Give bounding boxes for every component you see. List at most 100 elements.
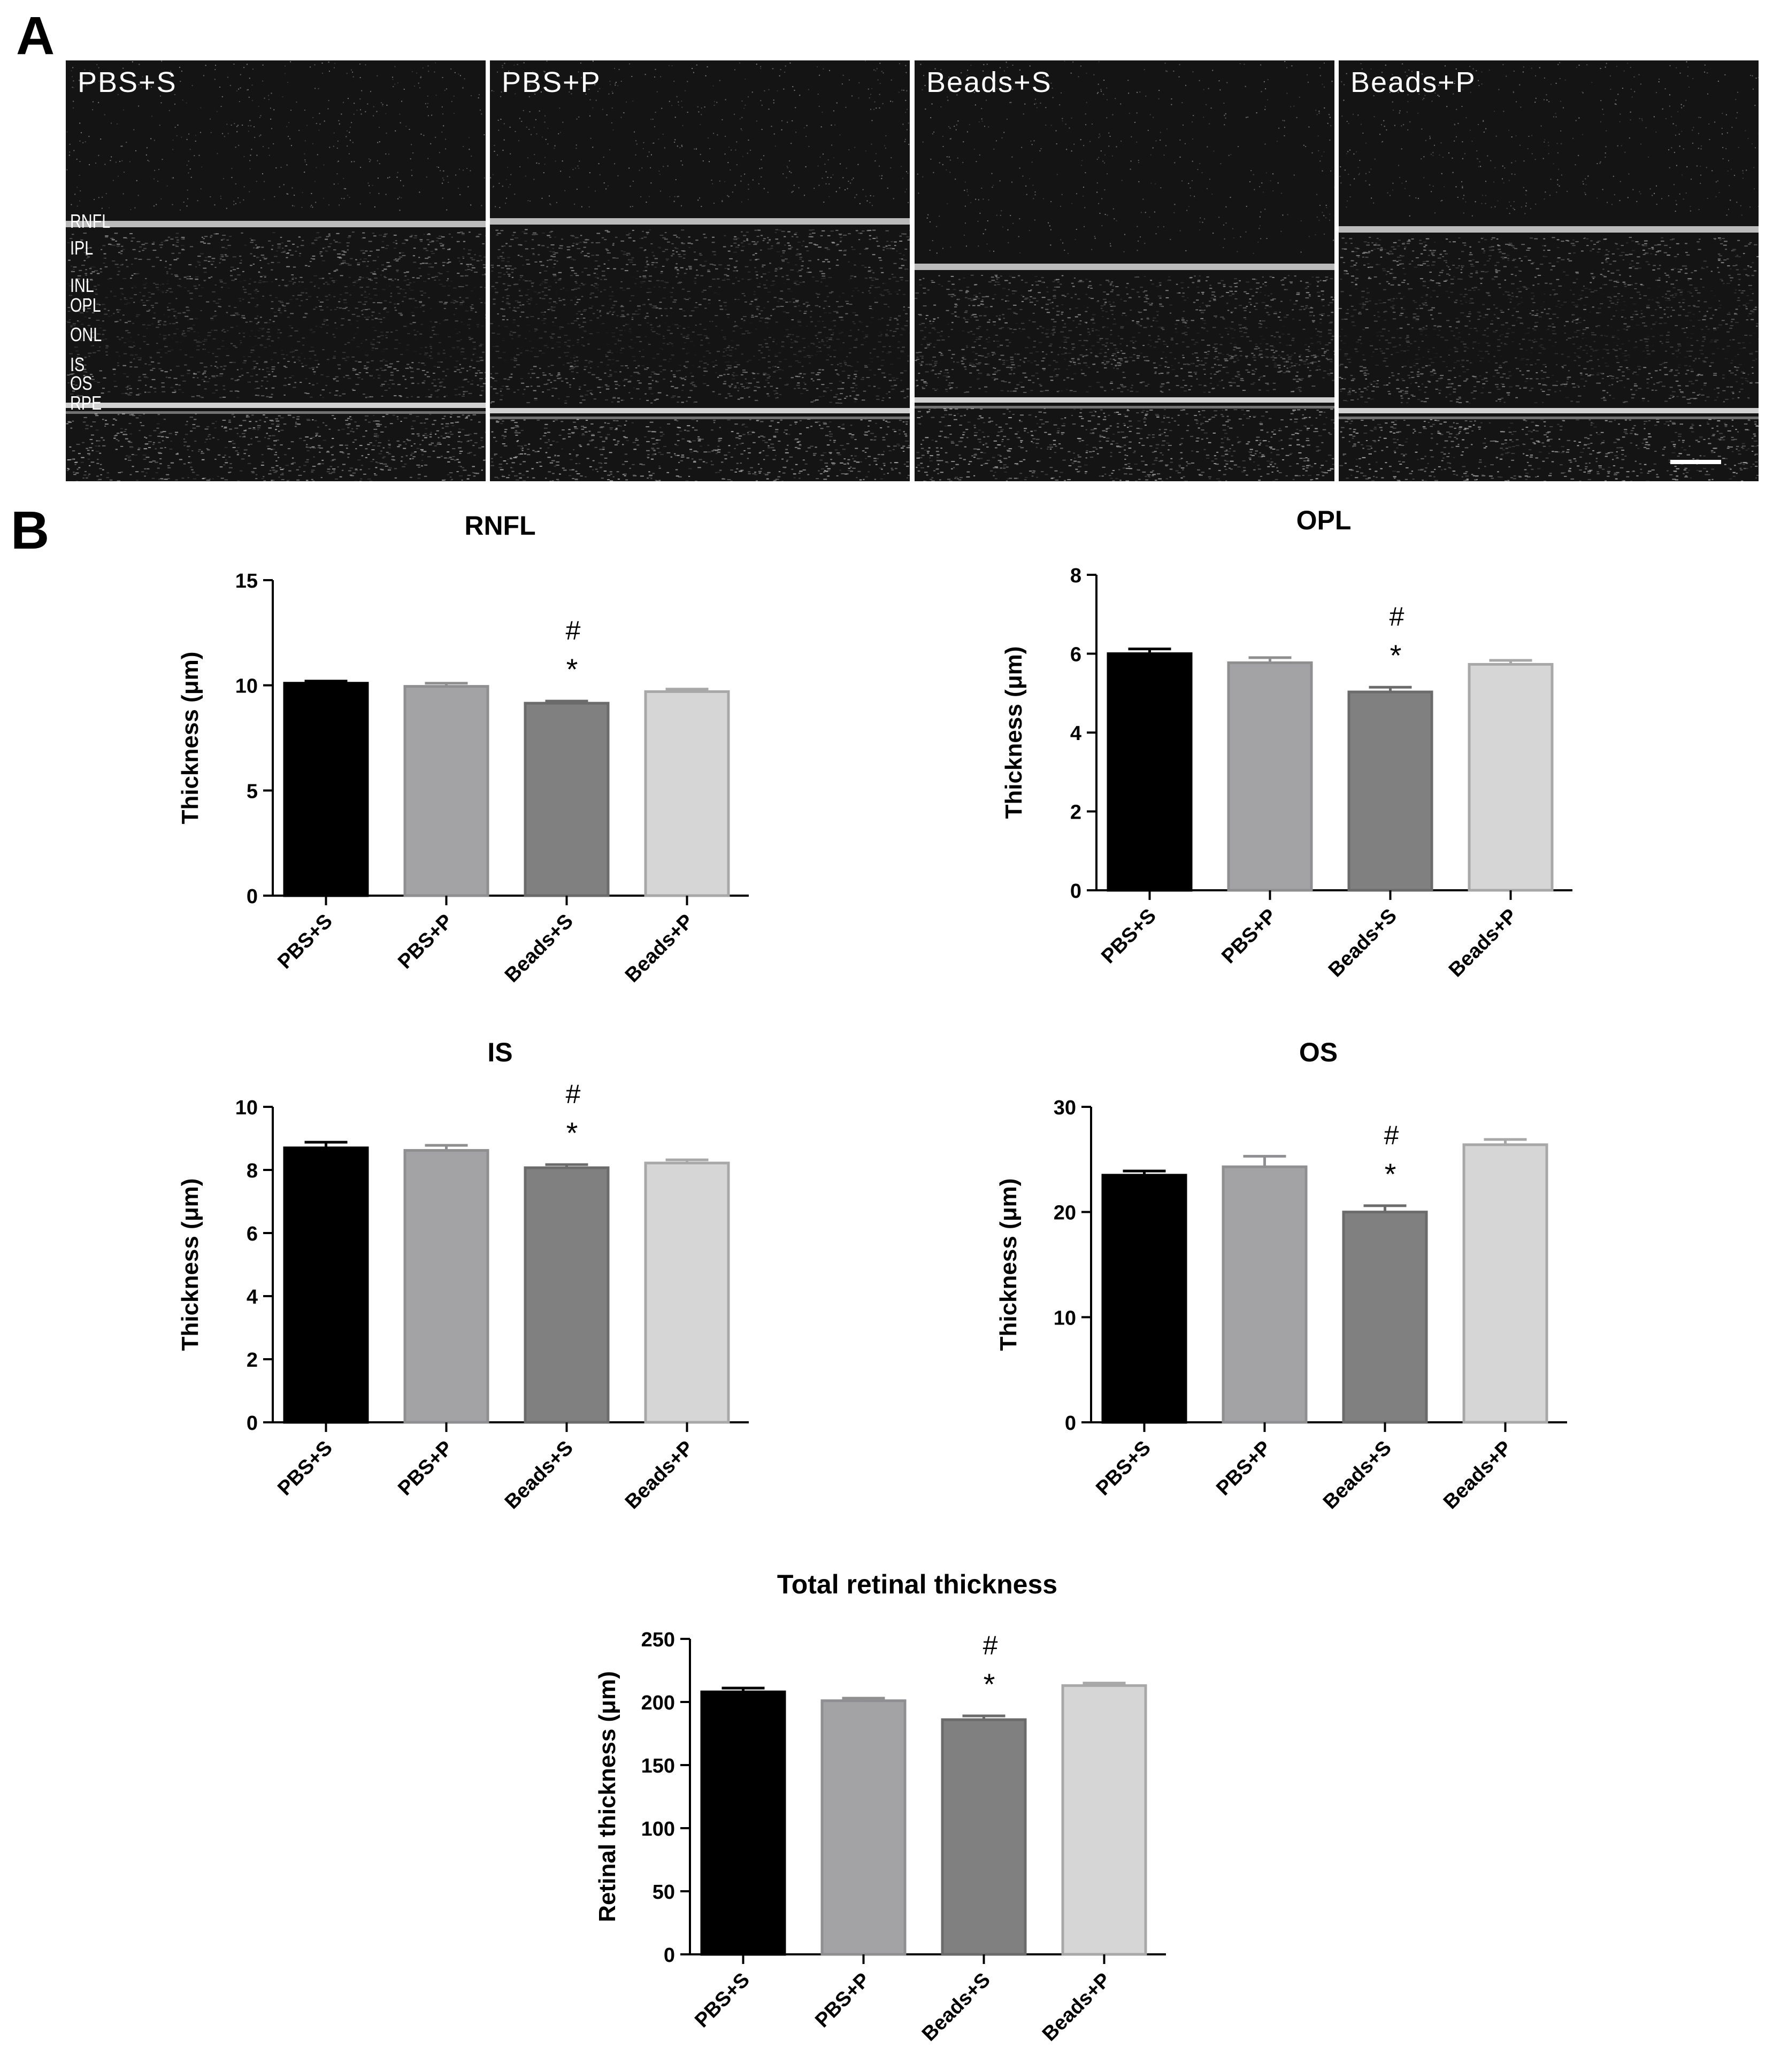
y-tick-label: 5 bbox=[247, 780, 258, 803]
chart-title: OS bbox=[1299, 1037, 1338, 1067]
bar-beads-p bbox=[646, 1163, 728, 1422]
x-tick-label: PBS+S bbox=[1092, 1437, 1155, 1500]
oct-scan-texture bbox=[915, 60, 1334, 481]
x-tick-label: Beads+S bbox=[501, 910, 578, 987]
panel-b-label: B bbox=[11, 500, 49, 561]
x-tick-label: Beads+P bbox=[1439, 1437, 1516, 1514]
x-tick-label: Beads+S bbox=[501, 1437, 578, 1514]
y-tick-label: 6 bbox=[1070, 644, 1081, 666]
y-tick-label: 250 bbox=[641, 1629, 675, 1651]
bar-pbs-p bbox=[1223, 1167, 1306, 1422]
bar-beads-s bbox=[525, 703, 608, 896]
layer-label-inl: INL bbox=[70, 274, 94, 297]
x-tick-label: PBS+P bbox=[394, 910, 457, 974]
y-tick-label: 100 bbox=[641, 1818, 675, 1840]
significance-star: * bbox=[1385, 1157, 1396, 1191]
x-tick-label: PBS+P bbox=[1212, 1437, 1276, 1500]
significance-star: * bbox=[984, 1667, 995, 1701]
x-tick-label: Beads+S bbox=[918, 1969, 995, 2046]
layer-label-rpe: RPE bbox=[70, 392, 102, 414]
x-tick-label: Beads+S bbox=[1324, 905, 1401, 982]
oct-image-label: Beads+P bbox=[1350, 66, 1476, 99]
bar-pbs-s bbox=[702, 1692, 785, 1954]
significance-hash: # bbox=[983, 1630, 998, 1660]
x-tick-label: PBS+S bbox=[690, 1969, 754, 2032]
significance-hash: # bbox=[566, 615, 581, 645]
x-tick-label: Beads+P bbox=[621, 910, 698, 987]
bar-pbs-p bbox=[822, 1701, 905, 1954]
oct-image-label: PBS+P bbox=[502, 66, 601, 99]
y-axis-label: Retinal thickness (μm) bbox=[594, 1671, 620, 1922]
y-tick-label: 0 bbox=[1065, 1412, 1076, 1435]
y-tick-label: 0 bbox=[247, 1412, 258, 1435]
x-tick-label: PBS+S bbox=[273, 910, 337, 974]
chart-title: OPL bbox=[1296, 505, 1352, 535]
y-tick-label: 0 bbox=[247, 885, 258, 908]
x-tick-label: Beads+P bbox=[1445, 905, 1522, 982]
x-tick-label: Beads+P bbox=[1038, 1969, 1115, 2046]
y-tick-label: 2 bbox=[247, 1349, 258, 1372]
panel-a-label: A bbox=[16, 5, 55, 67]
x-tick-label: Beads+S bbox=[1319, 1437, 1396, 1514]
scale-bar bbox=[1670, 460, 1721, 464]
bar-pbs-s bbox=[285, 1148, 367, 1422]
significance-hash: # bbox=[1384, 1120, 1399, 1150]
y-axis-label: Thickness (μm) bbox=[177, 1179, 203, 1351]
layer-label-opl: OPL bbox=[70, 294, 101, 317]
significance-star: * bbox=[566, 1116, 578, 1150]
oct-scan-texture bbox=[66, 60, 486, 481]
chart-title: IS bbox=[487, 1037, 512, 1067]
y-axis-label: Thickness (μm) bbox=[1001, 646, 1027, 819]
bar-pbs-p bbox=[1229, 663, 1311, 890]
layer-label-ipl: IPL bbox=[70, 237, 93, 259]
bar-beads-s bbox=[525, 1168, 608, 1422]
y-tick-label: 150 bbox=[641, 1755, 675, 1777]
oct-image-beads-s: Beads+S bbox=[915, 60, 1334, 481]
x-tick-label: PBS+S bbox=[1097, 905, 1161, 968]
x-tick-label: Beads+P bbox=[621, 1437, 698, 1514]
bar-beads-s bbox=[1349, 692, 1432, 890]
bar-pbs-s bbox=[1103, 1175, 1186, 1422]
significance-hash: # bbox=[1390, 602, 1404, 631]
y-tick-label: 10 bbox=[1054, 1307, 1076, 1329]
layer-label-os: OS bbox=[70, 372, 93, 395]
oct-scan-texture bbox=[1339, 60, 1759, 481]
bar-pbs-p bbox=[405, 687, 488, 896]
y-tick-label: 30 bbox=[1054, 1097, 1076, 1119]
y-tick-label: 10 bbox=[235, 675, 258, 698]
y-tick-label: 50 bbox=[653, 1881, 675, 1904]
y-tick-label: 8 bbox=[247, 1160, 258, 1182]
y-tick-label: 0 bbox=[664, 1944, 675, 1967]
bar-pbs-s bbox=[285, 683, 367, 896]
y-tick-label: 15 bbox=[235, 570, 258, 592]
bar-beads-p bbox=[1464, 1145, 1547, 1422]
y-tick-label: 20 bbox=[1054, 1202, 1076, 1224]
bar-beads-p bbox=[1063, 1685, 1146, 1954]
bar-beads-s bbox=[942, 1720, 1025, 1954]
x-tick-label: PBS+S bbox=[273, 1437, 337, 1500]
y-tick-label: 10 bbox=[235, 1097, 258, 1119]
y-tick-label: 2 bbox=[1070, 802, 1081, 824]
bar-pbs-s bbox=[1108, 654, 1191, 891]
bar-beads-p bbox=[646, 691, 728, 896]
y-tick-label: 6 bbox=[247, 1223, 258, 1245]
y-tick-label: 4 bbox=[1070, 722, 1081, 745]
oct-image-label: PBS+S bbox=[78, 66, 177, 99]
oct-image-beads-p: Beads+P bbox=[1339, 60, 1759, 481]
oct-image-pbs-p: PBS+P bbox=[490, 60, 910, 481]
bar-pbs-p bbox=[405, 1150, 488, 1422]
bar-beads-p bbox=[1469, 664, 1552, 890]
oct-image-pbs-s: PBS+S RNFL IPL INL OPL ONL IS OS RPE bbox=[66, 60, 486, 481]
y-tick-label: 200 bbox=[641, 1692, 675, 1714]
significance-star: * bbox=[1390, 638, 1402, 672]
